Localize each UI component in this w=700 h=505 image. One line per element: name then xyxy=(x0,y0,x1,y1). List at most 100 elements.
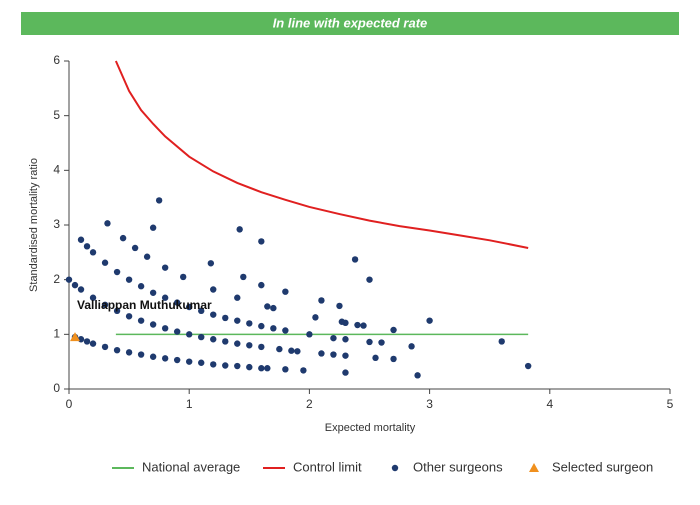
point xyxy=(131,244,139,252)
point xyxy=(207,260,215,267)
point xyxy=(149,289,157,296)
point xyxy=(390,355,397,363)
point xyxy=(210,311,217,318)
point xyxy=(125,349,133,356)
point xyxy=(240,273,247,281)
point xyxy=(270,304,277,312)
point xyxy=(210,286,217,293)
point xyxy=(137,351,145,358)
point xyxy=(330,351,337,358)
point xyxy=(173,356,181,364)
x-tick-label: 0 xyxy=(66,397,73,411)
point xyxy=(318,297,325,304)
point xyxy=(294,348,301,355)
point xyxy=(173,299,181,306)
point xyxy=(498,338,505,345)
point xyxy=(276,345,283,353)
point xyxy=(282,327,289,334)
point xyxy=(125,276,133,283)
point xyxy=(89,249,97,256)
point xyxy=(186,303,193,311)
point xyxy=(312,314,319,321)
legend-swatch xyxy=(391,464,399,472)
point xyxy=(101,343,109,351)
point xyxy=(342,369,349,376)
point xyxy=(246,342,253,349)
legend-swatch xyxy=(529,463,539,472)
point xyxy=(198,333,205,341)
point xyxy=(101,259,109,266)
x-tick-label: 2 xyxy=(306,397,313,411)
point xyxy=(336,302,343,310)
point xyxy=(149,321,157,328)
point xyxy=(149,353,157,360)
point xyxy=(264,303,271,310)
y-tick-label: 1 xyxy=(53,327,60,341)
point xyxy=(300,367,307,374)
point xyxy=(282,366,289,373)
point xyxy=(71,281,79,289)
point xyxy=(210,336,217,343)
point xyxy=(210,361,217,368)
legend-label: Selected surgeon xyxy=(552,459,653,474)
point xyxy=(83,338,91,345)
point xyxy=(113,346,121,354)
point xyxy=(318,350,325,357)
point xyxy=(222,362,229,369)
point xyxy=(366,276,373,283)
point xyxy=(155,197,163,204)
y-tick-label: 3 xyxy=(53,217,60,231)
point xyxy=(179,273,187,281)
point xyxy=(246,363,253,371)
point xyxy=(173,328,181,335)
point xyxy=(186,358,193,365)
selected-point xyxy=(70,332,81,342)
legend-label: National average xyxy=(142,459,240,474)
y-tick-label: 4 xyxy=(53,163,60,177)
point xyxy=(234,340,241,347)
point xyxy=(161,264,169,271)
point xyxy=(338,318,346,325)
point xyxy=(524,362,532,370)
point xyxy=(258,365,265,372)
point xyxy=(270,325,277,332)
point xyxy=(198,307,205,315)
point xyxy=(161,294,169,301)
point xyxy=(414,372,421,379)
point xyxy=(342,336,349,343)
point xyxy=(360,322,367,329)
y-axis-label: Standardised mortality ratio xyxy=(28,158,40,292)
point xyxy=(89,340,97,347)
y-tick-label: 0 xyxy=(53,381,60,395)
x-axis-label: Expected mortality xyxy=(325,422,416,434)
point xyxy=(378,339,385,346)
point xyxy=(258,343,265,351)
point xyxy=(354,321,361,329)
annotation: Valliappan Muthukumar xyxy=(77,298,212,312)
point xyxy=(390,326,397,334)
point xyxy=(161,355,169,362)
point xyxy=(236,226,243,233)
x-tick-label: 3 xyxy=(426,397,433,411)
point xyxy=(342,352,349,359)
point xyxy=(149,224,157,231)
point xyxy=(372,354,379,362)
point xyxy=(137,283,145,290)
point xyxy=(198,359,205,366)
point xyxy=(119,234,127,242)
point xyxy=(89,294,97,301)
point xyxy=(408,343,415,350)
point xyxy=(101,301,109,309)
point xyxy=(426,317,433,324)
point xyxy=(104,220,111,227)
banner-text: In line with expected rate xyxy=(273,15,428,30)
banner xyxy=(21,12,679,35)
point xyxy=(186,331,193,338)
point xyxy=(113,268,121,276)
point xyxy=(330,334,337,342)
point xyxy=(366,338,373,346)
point xyxy=(288,347,295,354)
point xyxy=(282,288,289,295)
